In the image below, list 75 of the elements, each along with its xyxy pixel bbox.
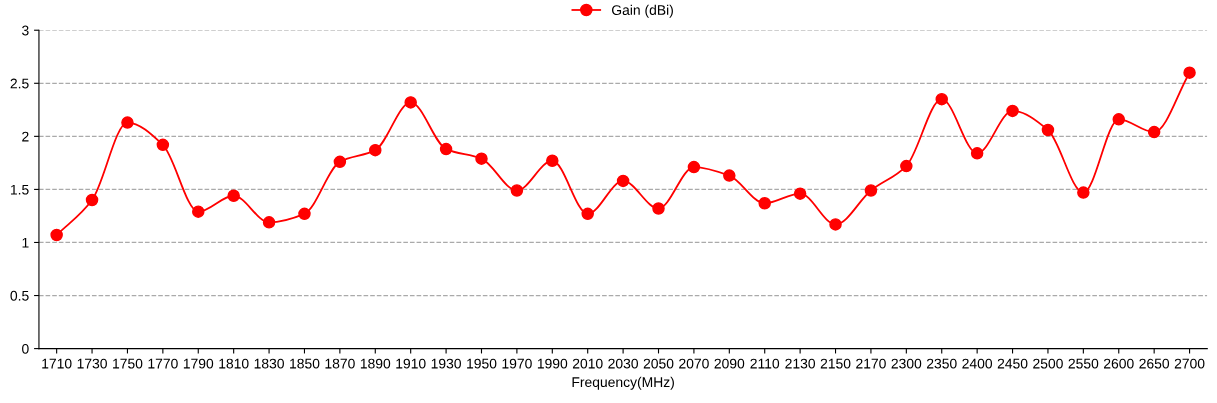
x-tick-label: 1710 [42, 358, 72, 369]
point [85, 193, 99, 207]
x-tick-label: 1830 [254, 358, 284, 369]
point [758, 196, 771, 210]
y-tick-label: 2.5 [10, 78, 29, 89]
point [156, 138, 170, 152]
x-tick-label: 2650 [1139, 358, 1170, 369]
point [1183, 66, 1196, 79]
point [475, 152, 488, 165]
x-tick-label: 2070 [679, 358, 709, 369]
y-tick-label: 2 [22, 131, 29, 142]
point [1112, 113, 1126, 126]
x-tick-label: 1810 [219, 358, 249, 369]
legend-label: Gain (dBi) [611, 4, 673, 18]
x-tick-label: 2550 [1068, 358, 1099, 369]
point [50, 228, 63, 242]
x-tick-label: 1770 [148, 358, 178, 369]
point [227, 189, 240, 203]
point [510, 184, 524, 197]
y-tick-label: 1.5 [10, 184, 29, 195]
y-tick-label: 0 [22, 343, 29, 354]
point [935, 92, 948, 106]
point [439, 142, 453, 156]
x-tick-label: 2090 [714, 358, 745, 369]
point [687, 160, 701, 174]
x-tick-label: 2010 [572, 358, 603, 369]
point [829, 218, 842, 231]
point [970, 147, 984, 160]
point [404, 96, 417, 109]
point [1006, 104, 1019, 118]
x-tick-label: 1790 [183, 358, 214, 369]
x-tick-label: 2600 [1104, 358, 1134, 369]
x-tick-label: 1970 [502, 358, 532, 369]
x-tick-label: 2110 [750, 358, 780, 369]
point [333, 155, 347, 169]
point [192, 205, 205, 218]
point [369, 143, 382, 157]
x-tick-label: 1730 [77, 358, 107, 369]
point [1077, 186, 1090, 199]
x-tick-label: 2170 [856, 358, 886, 369]
x-tick-label: 2150 [820, 358, 851, 369]
x-tick-label: 2400 [962, 358, 993, 369]
x-tick-label: 2450 [997, 358, 1028, 369]
x-tick-label: 2350 [926, 358, 957, 369]
point [298, 207, 311, 221]
point [262, 216, 276, 229]
point [864, 184, 878, 197]
point [616, 174, 630, 188]
point [900, 159, 913, 173]
x-tick-label: 2050 [643, 358, 674, 369]
point [793, 187, 807, 200]
x-tick-label: 1950 [467, 358, 497, 369]
x-tick-label: 2500 [1033, 358, 1063, 369]
x-tick-label: 2300 [891, 358, 922, 369]
y-tick-label: 3 [22, 25, 29, 36]
point [652, 202, 665, 215]
x-tick-label: 1890 [360, 358, 391, 369]
x-tick-label: 2700 [1174, 358, 1205, 369]
y-tick-label: 1 [22, 237, 29, 248]
point [546, 154, 559, 168]
point [121, 116, 134, 129]
point [581, 207, 594, 221]
x-tick-label: 1850 [290, 358, 320, 369]
x-tick-label: 1990 [537, 358, 568, 369]
x-axis-title: Frequency(MHz) [572, 376, 674, 390]
x-tick-label: 2030 [608, 358, 639, 369]
point [1147, 125, 1161, 139]
point [1041, 123, 1055, 137]
x-tick-label: 1750 [113, 358, 143, 369]
x-tick-label: 2130 [785, 358, 816, 369]
x-tick-label: 1930 [431, 358, 461, 369]
y-tick-label: 0.5 [10, 290, 29, 301]
x-tick-label: 1910 [396, 358, 426, 369]
point [723, 169, 736, 182]
x-tick-label: 1870 [325, 358, 355, 369]
